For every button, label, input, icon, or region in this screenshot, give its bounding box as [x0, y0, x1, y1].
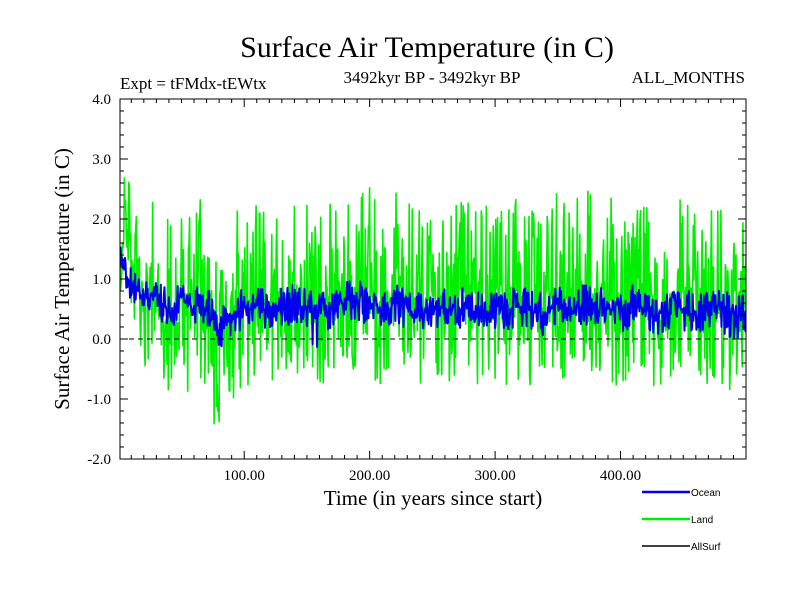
period-label: 3492kyr BP - 3492kyr BP: [344, 68, 521, 87]
chart-title: Surface Air Temperature (in C): [240, 31, 614, 64]
y-tick-label: 4.0: [92, 92, 111, 108]
plot-area: [120, 177, 746, 425]
y-tick-label: 1.0: [92, 272, 111, 288]
x-axis-label: Time (in years since start): [324, 486, 543, 510]
x-tick-label: 400.00: [600, 468, 641, 484]
x-tick-label: 200.00: [349, 468, 390, 484]
y-tick-label: -1.0: [87, 392, 111, 408]
y-tick-label: 0.0: [92, 332, 111, 348]
y-tick-label: -2.0: [87, 452, 111, 468]
legend-label-land: Land: [691, 515, 713, 526]
experiment-label: Expt = tFMdx-tEWtx: [120, 74, 267, 93]
legend-label-ocean: Ocean: [691, 488, 720, 499]
legend-label-allsurf: AllSurf: [691, 542, 721, 553]
series-line-ocean: [120, 246, 746, 348]
legend: Ocean Land AllSurf: [642, 488, 721, 553]
y-tick-label: 2.0: [92, 212, 111, 228]
x-tick-label: 100.00: [224, 468, 265, 484]
y-axis-label: Surface Air Temperature (in C): [50, 148, 74, 410]
axes: 100.00 200.00 300.00 400.00 4.0 3.0 2.0 1.0 0.0 -…: [87, 92, 747, 484]
months-label: ALL_MONTHS: [632, 68, 745, 87]
y-tick-label: 3.0: [92, 152, 111, 168]
x-tick-label: 300.00: [474, 468, 515, 484]
